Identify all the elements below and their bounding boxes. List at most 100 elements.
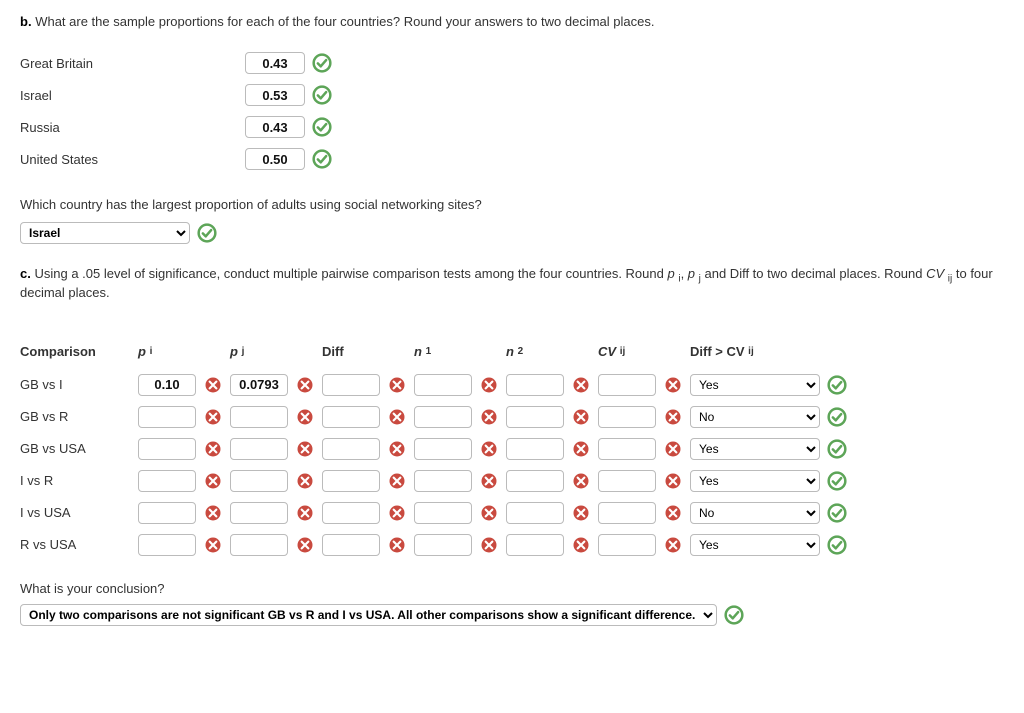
cross-icon xyxy=(386,374,408,396)
part-b-followup: Which country has the largest proportion… xyxy=(20,197,1004,212)
table-row: R vs USAYes xyxy=(20,529,1004,561)
proportion-input[interactable] xyxy=(245,52,305,74)
proportion-row: United States xyxy=(20,143,1004,175)
cross-icon xyxy=(478,470,500,492)
cross-icon xyxy=(662,374,684,396)
hdr-diffcv: Diff > CV ij xyxy=(690,344,860,359)
country-select[interactable]: Israel xyxy=(20,222,190,244)
numeric-input[interactable] xyxy=(414,502,472,524)
check-icon xyxy=(723,604,745,626)
numeric-input[interactable] xyxy=(230,502,288,524)
hdr-n1: n 1 xyxy=(414,344,506,359)
part-c-label: c. xyxy=(20,266,31,281)
numeric-input[interactable] xyxy=(506,438,564,460)
numeric-input[interactable] xyxy=(322,438,380,460)
numeric-input[interactable] xyxy=(230,374,288,396)
followup-text: Which country has the largest proportion… xyxy=(20,197,482,212)
numeric-input[interactable] xyxy=(506,374,564,396)
cross-icon xyxy=(202,502,224,524)
numeric-input[interactable] xyxy=(230,534,288,556)
country-label: Great Britain xyxy=(20,56,245,71)
check-icon xyxy=(826,374,848,396)
numeric-input[interactable] xyxy=(506,406,564,428)
country-label: United States xyxy=(20,152,245,167)
numeric-input[interactable] xyxy=(230,406,288,428)
cross-icon xyxy=(386,470,408,492)
cross-icon xyxy=(294,438,316,460)
check-icon xyxy=(826,438,848,460)
numeric-input[interactable] xyxy=(322,406,380,428)
numeric-input[interactable] xyxy=(230,470,288,492)
cross-icon xyxy=(478,406,500,428)
cross-icon xyxy=(294,470,316,492)
check-icon xyxy=(826,470,848,492)
numeric-input[interactable] xyxy=(506,470,564,492)
diff-cv-select[interactable]: No xyxy=(690,406,820,428)
diff-cv-select[interactable]: Yes xyxy=(690,438,820,460)
numeric-input[interactable] xyxy=(598,534,656,556)
proportion-row: Great Britain xyxy=(20,47,1004,79)
numeric-input[interactable] xyxy=(414,534,472,556)
cross-icon xyxy=(570,534,592,556)
cross-icon xyxy=(386,502,408,524)
numeric-input[interactable] xyxy=(598,406,656,428)
hdr-pj: p j xyxy=(230,344,322,359)
numeric-input[interactable] xyxy=(138,502,196,524)
table-row: GB vs USA Yes xyxy=(20,433,1004,465)
proportion-input[interactable] xyxy=(245,84,305,106)
numeric-input[interactable] xyxy=(138,534,196,556)
numeric-input[interactable] xyxy=(322,374,380,396)
numeric-input[interactable] xyxy=(414,438,472,460)
numeric-input[interactable] xyxy=(138,406,196,428)
numeric-input[interactable] xyxy=(598,374,656,396)
proportion-input[interactable] xyxy=(245,116,305,138)
check-icon xyxy=(196,222,218,244)
part-c-text: Using a .05 level of significance, condu… xyxy=(20,266,993,300)
check-icon xyxy=(311,148,333,170)
hdr-comparison: Comparison xyxy=(20,344,138,359)
table-header: Comparison p i p j Diff n 1 n 2 CV ij Di… xyxy=(20,344,1004,359)
cross-icon xyxy=(294,534,316,556)
part-b-text: What are the sample proportions for each… xyxy=(35,14,654,29)
numeric-input[interactable] xyxy=(230,438,288,460)
proportion-row: Israel xyxy=(20,79,1004,111)
diff-cv-select[interactable]: Yes xyxy=(690,470,820,492)
numeric-input[interactable] xyxy=(138,438,196,460)
proportion-input[interactable] xyxy=(245,148,305,170)
numeric-input[interactable] xyxy=(506,534,564,556)
cross-icon xyxy=(570,470,592,492)
country-label: Israel xyxy=(20,88,245,103)
cross-icon xyxy=(386,438,408,460)
comparison-label: GB vs USA xyxy=(20,441,138,456)
conclusion-select[interactable]: Only two comparisons are not significant… xyxy=(20,604,717,626)
numeric-input[interactable] xyxy=(598,470,656,492)
cross-icon xyxy=(478,438,500,460)
cross-icon xyxy=(294,374,316,396)
numeric-input[interactable] xyxy=(322,534,380,556)
cross-icon xyxy=(662,470,684,492)
numeric-input[interactable] xyxy=(414,470,472,492)
cross-icon xyxy=(202,534,224,556)
numeric-input[interactable] xyxy=(414,374,472,396)
numeric-input[interactable] xyxy=(598,438,656,460)
check-icon xyxy=(311,116,333,138)
numeric-input[interactable] xyxy=(598,502,656,524)
numeric-input[interactable] xyxy=(506,502,564,524)
check-icon xyxy=(826,406,848,428)
numeric-input[interactable] xyxy=(414,406,472,428)
diff-cv-select[interactable]: Yes xyxy=(690,534,820,556)
numeric-input[interactable] xyxy=(138,374,196,396)
country-label: Russia xyxy=(20,120,245,135)
diff-cv-select[interactable]: Yes xyxy=(690,374,820,396)
cross-icon xyxy=(386,406,408,428)
hdr-pi: p i xyxy=(138,344,230,359)
table-row: I vs RYes xyxy=(20,465,1004,497)
cross-icon xyxy=(202,438,224,460)
numeric-input[interactable] xyxy=(138,470,196,492)
part-b-label: b. xyxy=(20,14,32,29)
numeric-input[interactable] xyxy=(322,502,380,524)
numeric-input[interactable] xyxy=(322,470,380,492)
cross-icon xyxy=(478,374,500,396)
cross-icon xyxy=(294,502,316,524)
diff-cv-select[interactable]: No xyxy=(690,502,820,524)
